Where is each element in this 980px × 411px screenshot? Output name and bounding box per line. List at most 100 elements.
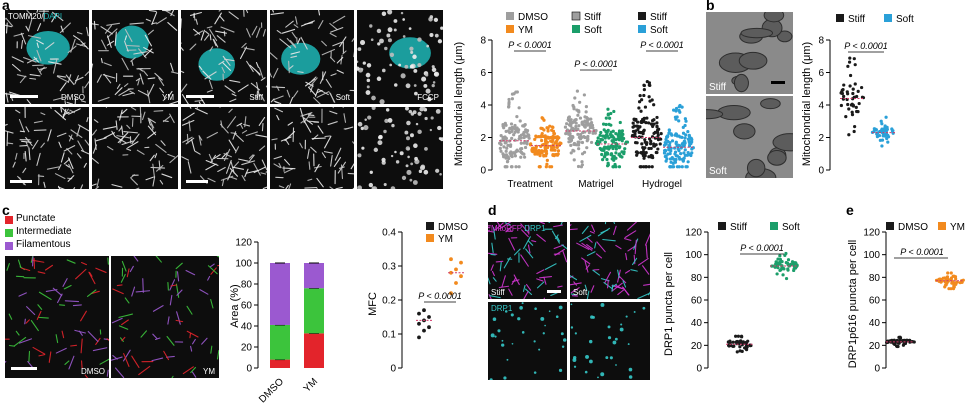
organelle-mark bbox=[376, 76, 382, 81]
data-point-soft bbox=[619, 133, 623, 137]
label-d-soft: Soft bbox=[573, 288, 588, 297]
mitochondrion bbox=[738, 51, 768, 70]
data-point-dmso bbox=[522, 135, 526, 140]
organelle-mark bbox=[117, 132, 129, 144]
label-dmso: DMSO bbox=[61, 93, 85, 102]
organelle-mark bbox=[386, 33, 391, 38]
organelle-mark bbox=[129, 265, 134, 273]
organelle-mark bbox=[188, 120, 191, 132]
data-point-stiff bbox=[738, 345, 742, 349]
organelle-mark bbox=[494, 335, 497, 338]
organelle-mark bbox=[622, 287, 630, 296]
data-point-stiff bbox=[631, 125, 635, 129]
organelle-mark bbox=[270, 98, 275, 103]
legend-swatch-ym bbox=[938, 222, 946, 230]
organelle-mark bbox=[503, 376, 507, 380]
organelle-mark bbox=[126, 148, 132, 151]
organelle-mark bbox=[204, 71, 217, 80]
legend-intermediate: Intermediate bbox=[16, 226, 72, 237]
data-point-dmso bbox=[508, 144, 513, 148]
organelle-mark bbox=[283, 168, 294, 174]
organelle-mark bbox=[19, 75, 27, 84]
organelle-mark bbox=[199, 289, 209, 295]
data-point-dmso bbox=[507, 105, 511, 109]
organelle-mark bbox=[186, 305, 193, 315]
organelle-mark bbox=[570, 326, 574, 329]
organelle-mark bbox=[409, 46, 414, 51]
organelle-mark bbox=[570, 275, 578, 281]
organelle-mark bbox=[284, 130, 296, 142]
organelle-mark bbox=[325, 78, 332, 88]
data-point-stiff bbox=[641, 150, 645, 154]
organelle-mark bbox=[169, 294, 173, 306]
data-point-stiff bbox=[635, 141, 639, 145]
y-axis: 0 20 40 60 80 100 120 bbox=[863, 228, 887, 375]
organelle-mark bbox=[111, 184, 123, 188]
data-point-soft bbox=[782, 267, 786, 271]
organelle-mark bbox=[352, 187, 354, 189]
data-point-stiff bbox=[732, 344, 736, 348]
organelle-mark bbox=[413, 68, 418, 73]
organelle-mark bbox=[333, 157, 341, 167]
legend-stiff: Stiff bbox=[848, 14, 865, 25]
organelle-mark bbox=[297, 37, 301, 45]
organelle-mark bbox=[570, 228, 578, 231]
organelle-mark bbox=[30, 319, 39, 332]
label-fccp: FCCP bbox=[417, 93, 439, 102]
organelle-mark bbox=[342, 50, 347, 55]
organelle-mark bbox=[592, 269, 601, 276]
organelle-mark bbox=[611, 282, 623, 292]
organelle-mark bbox=[279, 38, 292, 49]
y-tick-label: 80 bbox=[691, 273, 703, 284]
organelle-mark bbox=[22, 167, 27, 174]
organelle-mark bbox=[135, 187, 140, 189]
organelle-mark bbox=[433, 17, 439, 23]
organelle-mark bbox=[387, 27, 393, 33]
data-point-stiff bbox=[841, 87, 845, 92]
organelle-mark bbox=[261, 95, 265, 102]
data-point-soft bbox=[771, 264, 775, 268]
organelle-mark bbox=[147, 117, 156, 124]
organelle-mark bbox=[273, 95, 284, 101]
data-point-stiff bbox=[734, 334, 738, 338]
data-point-stiff bbox=[636, 120, 640, 124]
organelle-mark bbox=[131, 286, 136, 297]
data-point-stiff bbox=[573, 142, 577, 147]
organelle-mark bbox=[310, 83, 314, 93]
data-point-ym bbox=[544, 135, 548, 140]
data-point-stiff bbox=[573, 127, 577, 131]
data-point-dmso bbox=[519, 155, 523, 159]
organelle-mark bbox=[166, 335, 175, 346]
organelle-mark bbox=[409, 178, 413, 182]
mitochondrion bbox=[706, 109, 724, 120]
data-point-ym bbox=[555, 135, 560, 139]
organelle-mark bbox=[151, 357, 164, 362]
organelle-mark bbox=[373, 147, 379, 153]
organelle-mark bbox=[371, 186, 376, 189]
organelle-mark bbox=[261, 123, 264, 132]
data-point-ym bbox=[545, 140, 550, 144]
organelle-mark bbox=[405, 146, 411, 151]
organelle-mark bbox=[123, 349, 131, 362]
legend-dmso: DMSO bbox=[898, 222, 928, 233]
data-point-soft bbox=[609, 144, 613, 148]
organelle-mark bbox=[340, 164, 344, 180]
chart-em-length: 0 2 4 6 8 Mitochondrial length (μm) Stiff So… bbox=[801, 14, 914, 177]
data-point-stiff bbox=[649, 146, 653, 151]
organelle-mark bbox=[100, 58, 103, 64]
data-point-stiff bbox=[850, 113, 855, 117]
data-point-soft bbox=[775, 272, 779, 276]
organelle-mark bbox=[59, 82, 67, 92]
data-point-ym bbox=[531, 146, 536, 150]
organelle-mark bbox=[542, 332, 545, 335]
organelle-mark bbox=[624, 269, 631, 274]
organelle-mark bbox=[600, 372, 605, 377]
em-image-soft: Soft bbox=[706, 96, 793, 178]
organelle-mark bbox=[218, 10, 222, 12]
organelle-mark bbox=[5, 130, 14, 134]
organelle-mark bbox=[395, 160, 400, 164]
organelle-mark bbox=[220, 120, 223, 128]
organelle-mark bbox=[517, 317, 521, 321]
data-point-soft bbox=[885, 125, 889, 129]
organelle-mark bbox=[645, 244, 648, 259]
